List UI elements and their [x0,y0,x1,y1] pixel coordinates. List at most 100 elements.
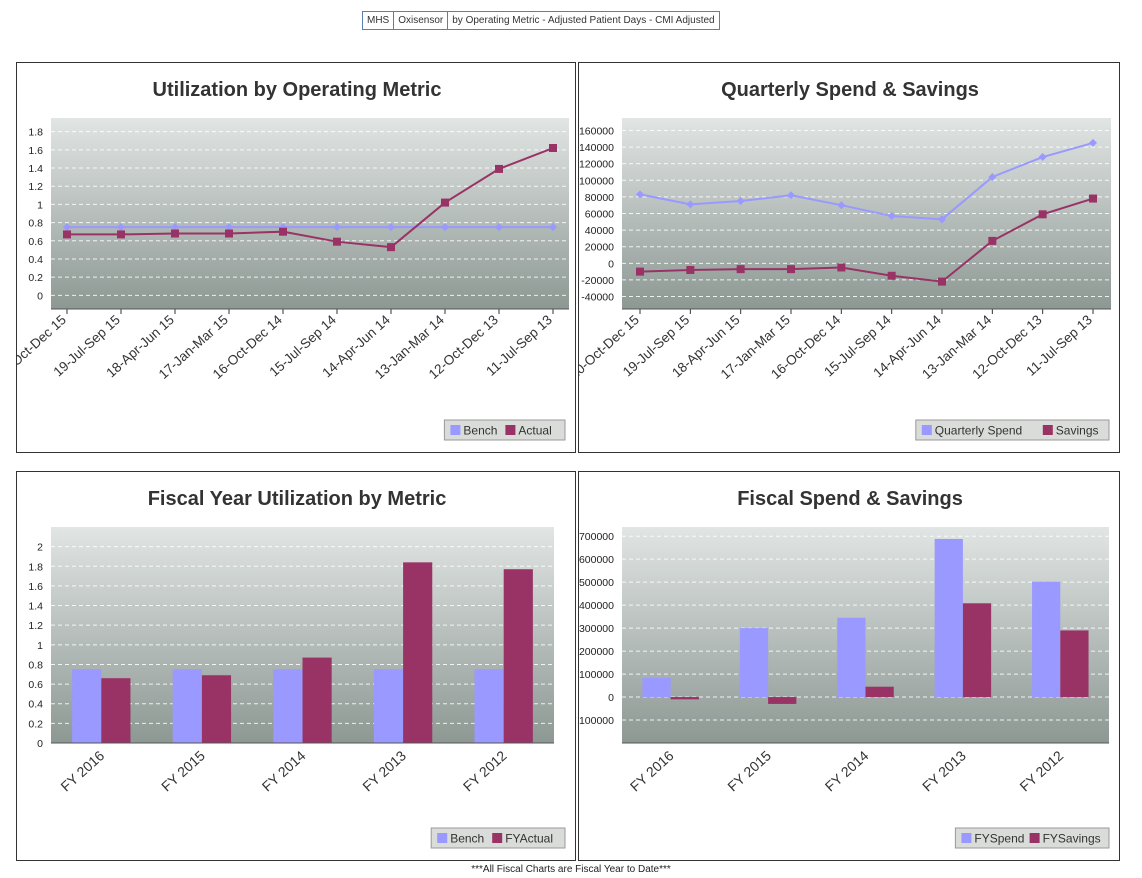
x-tick-label: FY 2014 [822,747,872,794]
y-tick-label: 1.2 [28,620,43,632]
y-tick-label: 1.4 [28,163,43,175]
chart-legend: Bench FYActual [430,827,566,849]
point-quarterly-spend [1089,138,1097,147]
legend-swatch-savings [1042,425,1053,435]
point-actual [279,227,287,236]
point-quarterly-spend [736,197,745,206]
point-actual [117,230,125,239]
plot-area [51,118,569,309]
y-tick-label: 120000 [579,159,614,171]
point-actual [225,229,233,238]
legend-label-savings: Savings [1056,424,1099,438]
point-quarterly-spend [686,200,695,209]
fiscal-utilization-bar-chart-panel: Fiscal Year Utilization by Metric 0 0.2 0.4… [16,471,576,861]
legend-swatch-bench [437,833,448,843]
chart-title: Quarterly Spend & Savings [721,79,979,101]
bar-fysavings [865,686,894,698]
point-bench [225,223,233,232]
y-tick-label: 80000 [585,192,614,204]
y-tick-label: 0.4 [28,699,43,711]
x-tick-label: FY 2013 [919,747,969,794]
chart-title: Utilization by Operating Metric [153,79,442,101]
chart-legend: FYSpend FYSavings [954,827,1110,849]
bar-fysavings [1060,630,1089,698]
bar-bench [172,669,202,743]
series-line-savings [639,197,1094,283]
point-actual [549,144,557,153]
chart-legend: Quarterly Spend Savings [915,419,1110,441]
legend-swatch-fysavings [1029,833,1040,843]
y-tick-label: 1.6 [28,145,43,157]
y-tick-label: 0 [608,692,614,704]
point-savings [686,265,695,274]
breadcrumb-item-metric[interactable]: by Operating Metric - Adjusted Patient D… [452,15,715,26]
legend-box [443,419,566,441]
legend-swatch-fyactual [492,833,503,843]
point-actual [333,237,341,246]
legend-label-actual: Actual [518,424,551,438]
fiscal-footnote: ***All Fiscal Charts are Fiscal Year to … [471,864,671,875]
y-tick-label: 0 [37,290,43,302]
point-bench [171,223,179,232]
chart-title: Fiscal Year Utilization by Metric [148,488,447,510]
legend-label-bench: Bench [450,832,484,846]
y-tick-label: 0.4 [28,254,43,266]
x-tick-label: FY 2014 [259,747,309,794]
point-actual [63,230,71,239]
y-tick-label: 600000 [579,554,614,566]
y-tick-label: 2 [37,542,43,554]
point-savings [988,236,997,245]
legend-label-bench: Bench [463,424,497,438]
bar-bench [373,669,404,743]
utilization-line-chart-panel: Utilization by Operating Metric 0 0.2 0.4 0.… [16,62,576,453]
y-tick-label: 1.6 [28,581,43,593]
point-actual [441,198,449,207]
x-tick-label: FY 2015 [724,747,774,794]
fiscal-spend-bar-chart-panel: Fiscal Spend & Savings -100000 0 100000 2000… [578,471,1120,861]
y-tick-label: 1.8 [28,561,43,573]
chart-svg: Quarterly Spend & Savings -40000 -20000 0 20… [579,79,1111,441]
legend-swatch-actual [505,425,516,435]
point-savings [938,277,946,286]
point-bench [441,223,449,232]
y-tick-label: 40000 [585,225,614,237]
y-tick-label: 0 [608,258,614,270]
x-tick-label: FY 2013 [359,747,409,794]
point-bench [549,223,557,232]
breadcrumb-item-system[interactable]: MHS [363,12,395,29]
y-tick-label: 300000 [579,623,614,635]
point-bench [63,223,71,232]
bar-bench [474,669,504,743]
x-tick-label: FY 2012 [460,747,510,794]
point-quarterly-spend [1038,153,1047,162]
y-tick-label: 700000 [579,531,614,543]
chart-svg: Fiscal Year Utilization by Metric 0 0.2 0.4… [28,488,566,849]
y-tick-label: 200000 [579,646,614,658]
chart-svg: Utilization by Operating Metric 0 0.2 0.4 0.… [17,79,569,441]
bar-fyactual [403,562,433,743]
y-tick-label: 0.8 [28,218,43,230]
point-quarterly-spend [636,190,644,199]
bar-fyspend [1032,581,1061,698]
bar-fysavings [670,697,699,700]
y-tick-label: 1.8 [28,127,43,139]
legend-label-fyspend: FYSpend [974,832,1024,846]
y-tick-label: 1.4 [28,601,43,613]
point-actual [171,229,179,238]
y-tick-label: 140000 [579,142,614,154]
y-tick-label: 160000 [579,125,614,137]
legend-swatch-quarterly-spend [921,425,932,435]
bar-fyspend [837,617,866,698]
point-savings [837,263,846,272]
breadcrumb-item-product[interactable]: Oxisensor [394,12,449,29]
legend-box [915,419,1110,441]
y-tick-label: 0.6 [28,679,43,691]
bar-fyactual [201,675,232,743]
y-tick-label: 0.8 [28,659,43,671]
chart-svg: Fiscal Spend & Savings -100000 0 100000 2000… [579,488,1110,849]
y-tick-label: 20000 [585,242,614,254]
legend-label-fysavings: FYSavings [1043,832,1101,846]
chart-legend: Bench Actual [443,419,566,441]
x-tick-label: FY 2016 [57,747,107,794]
bar-fysavings [768,697,797,704]
